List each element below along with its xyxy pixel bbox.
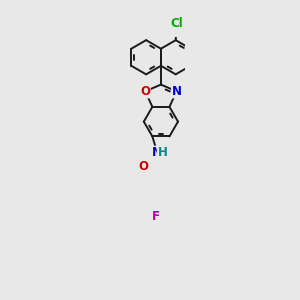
Text: Cl: Cl xyxy=(170,17,183,30)
Text: O: O xyxy=(140,85,150,98)
Text: N: N xyxy=(152,146,161,159)
Text: O: O xyxy=(138,160,148,172)
Text: H: H xyxy=(158,146,167,159)
Text: F: F xyxy=(152,210,160,223)
Text: N: N xyxy=(172,85,182,98)
